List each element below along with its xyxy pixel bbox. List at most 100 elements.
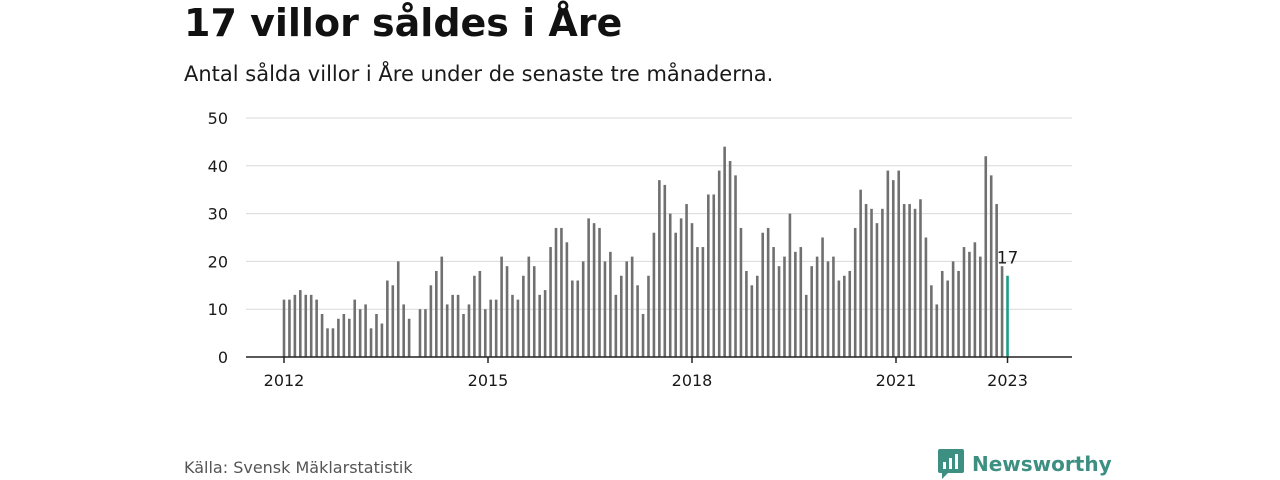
- x-tick-label: 2021: [876, 371, 917, 390]
- bar: [919, 199, 922, 357]
- bar: [794, 251, 797, 357]
- bar: [908, 204, 911, 357]
- bar: [625, 261, 629, 357]
- bar: [522, 275, 525, 357]
- bar: [571, 280, 574, 357]
- bar: [821, 237, 824, 357]
- bar: [870, 208, 873, 357]
- bar: [494, 299, 498, 357]
- chart-subtitle: Antal sålda villor i Åre under de senast…: [184, 62, 774, 86]
- bar: [418, 309, 422, 357]
- bar: [652, 232, 656, 357]
- bar: [396, 261, 400, 357]
- chart-title: 17 villor såldes i Åre: [184, 1, 623, 45]
- bar: [304, 294, 308, 357]
- bar: [848, 270, 852, 357]
- x-tick-label: 2018: [672, 371, 713, 390]
- bar: [902, 204, 906, 357]
- bar: [342, 313, 346, 357]
- bar: [728, 161, 732, 357]
- bar: [935, 304, 939, 357]
- bar: [614, 294, 618, 357]
- bar: [984, 156, 988, 357]
- bar: [353, 299, 357, 357]
- bar: [429, 285, 433, 357]
- bar: [565, 242, 569, 357]
- bar: [891, 180, 895, 357]
- bar: [913, 208, 917, 357]
- bar: [554, 227, 558, 357]
- bar: [663, 184, 667, 357]
- bar: [462, 313, 465, 357]
- bar: [500, 256, 503, 357]
- bar: [701, 247, 705, 357]
- bar: [859, 189, 862, 357]
- bar: [930, 285, 933, 357]
- brand-logo: Newsworthy: [938, 448, 1112, 480]
- bar: [467, 304, 471, 357]
- bar: [478, 270, 482, 357]
- bar: [402, 304, 405, 357]
- y-tick-label: 50: [208, 109, 228, 128]
- y-axis-labels: 0 10 20 30 40 50: [208, 109, 228, 367]
- bar: [951, 261, 955, 357]
- bar: [609, 251, 612, 357]
- bar: [739, 227, 743, 357]
- bar: [293, 294, 297, 357]
- bar: [576, 280, 580, 357]
- x-axis-ticks: 2012 2015 2018 2021 2023: [264, 357, 1028, 390]
- bar: [772, 247, 775, 357]
- bar: [766, 227, 770, 357]
- bar: [875, 223, 879, 357]
- bar: [853, 227, 857, 357]
- bar: [440, 256, 444, 357]
- bar: [897, 170, 901, 357]
- bar: [826, 261, 830, 357]
- bar: [516, 299, 520, 357]
- bar: [320, 313, 324, 357]
- bar: [288, 299, 291, 357]
- bar: [804, 294, 808, 357]
- newsworthy-logo-icon: [938, 449, 964, 479]
- bar: [456, 294, 460, 357]
- bar: [810, 266, 813, 357]
- bar: [843, 275, 846, 357]
- bar: [755, 275, 759, 357]
- bars: [282, 146, 1009, 357]
- bar: [532, 266, 536, 357]
- bar: [483, 309, 487, 357]
- bar: [837, 280, 841, 357]
- bar: [380, 323, 384, 357]
- bar: [946, 280, 949, 357]
- bar: [337, 318, 340, 357]
- bar: [641, 313, 645, 357]
- bar: [560, 227, 563, 357]
- y-tick-label: 10: [208, 300, 228, 319]
- bar: [832, 256, 835, 357]
- bar: [957, 270, 960, 357]
- bar: [407, 318, 411, 357]
- bar: [538, 294, 541, 357]
- bar: [386, 280, 389, 357]
- bar: [603, 261, 607, 357]
- bar: [979, 256, 982, 357]
- bar: [924, 237, 928, 357]
- bar: [995, 204, 998, 357]
- y-tick-label: 20: [208, 252, 228, 271]
- source-note: Källa: Svensk Mäklarstatistik: [184, 458, 413, 477]
- bar: [299, 290, 302, 357]
- bar: [745, 270, 748, 357]
- bar: [473, 275, 476, 357]
- bar: [788, 213, 792, 357]
- bar: [750, 285, 754, 357]
- bar: [375, 313, 378, 357]
- brand-name: Newsworthy: [972, 452, 1112, 476]
- bar: [451, 294, 454, 357]
- bar: [989, 175, 993, 357]
- bar: [968, 251, 971, 357]
- bar: [647, 275, 650, 357]
- bar: [364, 304, 367, 357]
- bar: [815, 256, 819, 357]
- bar: [358, 309, 362, 357]
- bar: [505, 266, 509, 357]
